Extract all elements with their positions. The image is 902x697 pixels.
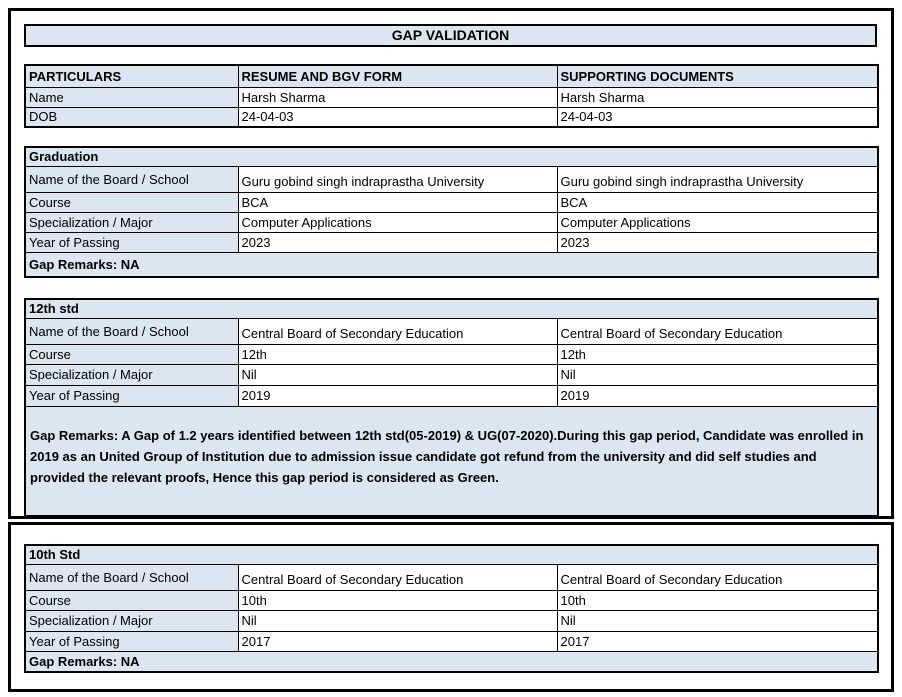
supporting-value: Central Board of Secondary Education [556, 563, 879, 591]
supporting-value: 2023 [556, 231, 879, 253]
gap-remarks-row: Gap Remarks: NA [24, 650, 879, 673]
supporting-value: 12th [556, 343, 879, 365]
row-label: Specialization / Major [24, 363, 239, 386]
resume-value: Central Board of Secondary Education [237, 317, 558, 345]
row-label: Course [24, 589, 239, 611]
table-row-dob: DOB 24-04-03 24-04-03 [24, 106, 879, 128]
twelfth-std-table: 12th std Name of the Board / School Cent… [24, 298, 879, 517]
resume-value: 2017 [237, 630, 558, 652]
row-label: Course [24, 343, 239, 365]
gap-remarks: Gap Remarks: NA [24, 251, 879, 278]
table-row-board: Name of the Board / School Central Board… [24, 563, 879, 591]
column-header-supporting: SUPPORTING DOCUMENTS [556, 64, 879, 88]
resume-value: Nil [237, 363, 558, 386]
page-frame-2: 10th Std Name of the Board / School Cent… [8, 522, 894, 692]
section-header: Graduation [24, 146, 879, 167]
section-header: 12th std [24, 298, 879, 319]
supporting-value: 24-04-03 [556, 106, 879, 128]
table-row-year: Year of Passing 2019 2019 [24, 384, 879, 407]
resume-value: 10th [237, 589, 558, 611]
supporting-value: Nil [556, 363, 879, 386]
section-header-row: Graduation [24, 146, 879, 167]
supporting-value: Harsh Sharma [556, 86, 879, 108]
gap-remarks: Gap Remarks: A Gap of 1.2 years identifi… [24, 405, 879, 517]
row-label: Name of the Board / School [24, 317, 239, 345]
supporting-value: Nil [556, 609, 879, 632]
table-row-name: Name Harsh Sharma Harsh Sharma [24, 86, 879, 108]
table-row-board: Name of the Board / School Central Board… [24, 317, 879, 345]
supporting-value: 2017 [556, 630, 879, 652]
section-header-row: 10th Std [24, 544, 879, 565]
section-header: 10th Std [24, 544, 879, 565]
graduation-table: Graduation Name of the Board / School Gu… [24, 146, 879, 278]
table-row-board: Name of the Board / School Guru gobind s… [24, 165, 879, 193]
row-label: Year of Passing [24, 630, 239, 652]
table-row-course: Course 10th 10th [24, 589, 879, 611]
row-label: Year of Passing [24, 231, 239, 253]
row-label: Course [24, 191, 239, 213]
row-label: Name [24, 86, 239, 108]
supporting-value: Guru gobind singh indraprastha Universit… [556, 165, 879, 193]
row-label: DOB [24, 106, 239, 128]
table-row-course: Course BCA BCA [24, 191, 879, 213]
row-label: Name of the Board / School [24, 563, 239, 591]
gap-remarks-row: Gap Remarks: A Gap of 1.2 years identifi… [24, 405, 879, 517]
row-label: Name of the Board / School [24, 165, 239, 193]
page-frame-1: GAP VALIDATION PARTICULARS RESUME AND BG… [8, 8, 894, 519]
row-label: Specialization / Major [24, 211, 239, 233]
gap-remarks: Gap Remarks: NA [24, 650, 879, 673]
row-label: Specialization / Major [24, 609, 239, 632]
row-label: Year of Passing [24, 384, 239, 407]
resume-value: Computer Applications [237, 211, 558, 233]
resume-value: 2023 [237, 231, 558, 253]
resume-value: 24-04-03 [237, 106, 558, 128]
table-row-specialization: Specialization / Major Nil Nil [24, 363, 879, 386]
resume-value: Guru gobind singh indraprastha Universit… [237, 165, 558, 193]
table-row-year: Year of Passing 2017 2017 [24, 630, 879, 652]
resume-value: BCA [237, 191, 558, 213]
supporting-value: BCA [556, 191, 879, 213]
supporting-value: Central Board of Secondary Education [556, 317, 879, 345]
particulars-table: PARTICULARS RESUME AND BGV FORM SUPPORTI… [24, 64, 879, 128]
gap-remarks-row: Gap Remarks: NA [24, 251, 879, 278]
document-title: GAP VALIDATION [24, 24, 877, 47]
supporting-value: Computer Applications [556, 211, 879, 233]
resume-value: Nil [237, 609, 558, 632]
supporting-value: 2019 [556, 384, 879, 407]
table-row-year: Year of Passing 2023 2023 [24, 231, 879, 253]
resume-value: Harsh Sharma [237, 86, 558, 108]
table-row-specialization: Specialization / Major Nil Nil [24, 609, 879, 632]
column-header-particulars: PARTICULARS [24, 64, 239, 88]
table-header-row: PARTICULARS RESUME AND BGV FORM SUPPORTI… [24, 64, 879, 88]
table-row-course: Course 12th 12th [24, 343, 879, 365]
resume-value: Central Board of Secondary Education [237, 563, 558, 591]
table-row-specialization: Specialization / Major Computer Applicat… [24, 211, 879, 233]
column-header-resume: RESUME AND BGV FORM [237, 64, 558, 88]
section-header-row: 12th std [24, 298, 879, 319]
tenth-std-table: 10th Std Name of the Board / School Cent… [24, 544, 879, 673]
resume-value: 12th [237, 343, 558, 365]
resume-value: 2019 [237, 384, 558, 407]
supporting-value: 10th [556, 589, 879, 611]
